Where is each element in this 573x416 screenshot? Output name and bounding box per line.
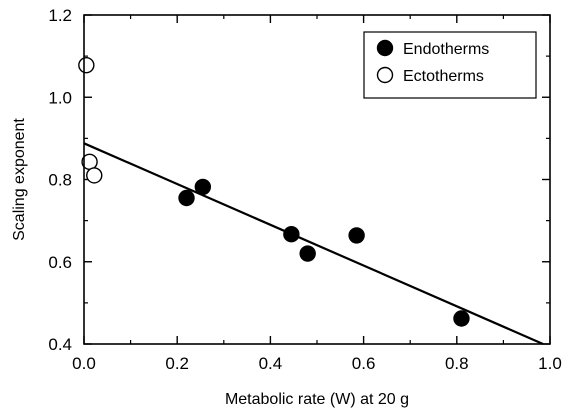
y-tick-label: 0.6 [48,253,72,272]
legend-box [363,31,537,99]
endotherms-point [283,225,300,243]
endotherms-point [453,310,470,327]
endotherms-point [178,189,195,207]
endotherms-point [194,178,212,196]
legend-label-endotherms: Endotherms [403,41,489,58]
y-axis-title: Scaling exponent [11,118,28,241]
x-tick-label: 0.2 [165,354,189,373]
x-tick-label: 1.0 [538,354,562,373]
y-tick-label: 1.0 [48,88,72,107]
plot-area-frame [83,14,551,345]
y-tick-label: 1.2 [48,6,72,25]
data-points [78,56,470,327]
legend-marker-ectotherms [376,66,394,84]
legend: Endotherms Ectotherms [363,31,537,99]
regression-line-layer [83,142,544,346]
legend-marker-endotherms [376,39,394,57]
x-tick-label: 0.0 [72,354,96,373]
regression-line [83,142,544,346]
x-axis-title: Metabolic rate (W) at 20 g [225,391,409,408]
x-tick-label: 0.6 [352,354,376,373]
tick-labels: 0.0 0.2 0.4 0.6 0.8 1.0 0.4 0.6 0.8 1.0 1.2 [48,6,561,373]
x-tick-label: 0.8 [445,354,469,373]
ectotherms-point [86,167,103,184]
y-tick-label: 0.8 [48,171,72,190]
ectotherms-point [78,56,95,74]
endotherms-point [348,227,365,244]
x-tick-label: 0.4 [259,354,283,373]
endotherms-point [299,245,316,262]
legend-label-ectotherms: Ectotherms [403,68,484,85]
y-tick-label: 0.4 [48,335,72,354]
